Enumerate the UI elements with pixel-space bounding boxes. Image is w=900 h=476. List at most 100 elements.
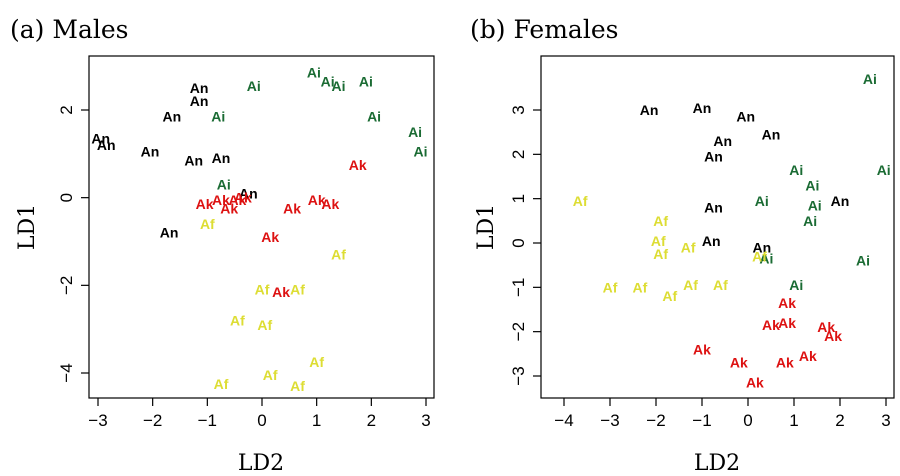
x-tick-label: 0 — [257, 411, 266, 430]
panel-females-ylabel: LD1 — [474, 204, 499, 250]
scatter-point-ai: Ai — [805, 177, 819, 193]
scatter-point-ai: Ai — [755, 193, 769, 209]
scatter-point-ai: Ai — [408, 124, 422, 140]
scatter-point-ak: Ak — [817, 319, 835, 335]
scatter-point-ak: Ak — [308, 192, 326, 208]
scatter-point-an: An — [704, 149, 723, 165]
scatter-point-ai: Ai — [307, 65, 321, 81]
y-tick-label: −2 — [57, 276, 76, 295]
scatter-point-ak: Ak — [196, 196, 214, 212]
scatter-point-an: An — [212, 150, 231, 166]
scatter-point-ai: Ai — [359, 74, 373, 90]
scatter-point-af: Af — [290, 378, 305, 394]
scatter-point-ai: Ai — [856, 253, 870, 269]
panel-females-ticks: −4 −3 −2 −1 0 1 2 3 −3 −2 −1 0 1 2 3 — [509, 105, 891, 430]
y-tick-label: −3 — [509, 366, 528, 385]
x-tick-label: −1 — [198, 411, 217, 430]
panel-females-title: (b) Females — [470, 15, 618, 44]
scatter-point-an: An — [762, 126, 781, 142]
scatter-point-ak: Ak — [693, 341, 711, 357]
scatter-point-af: Af — [633, 279, 648, 295]
y-tick-label: −1 — [509, 278, 528, 297]
scatter-point-ak: Ak — [272, 284, 290, 300]
scatter-point-af: Af — [309, 354, 324, 370]
scatter-point-an: An — [702, 233, 721, 249]
scatter-point-af: Af — [603, 279, 618, 295]
scatter-point-af: Af — [681, 239, 696, 255]
scatter-point-an: An — [713, 133, 732, 149]
x-tick-label: 2 — [367, 411, 376, 430]
scatter-point-an: An — [239, 185, 258, 201]
scatter-point-ai: Ai — [217, 177, 231, 193]
panel-males-xlabel: LD2 — [238, 451, 284, 476]
scatter-point-af: Af — [214, 376, 229, 392]
scatter-point-an: An — [91, 130, 110, 146]
scatter-point-an: An — [693, 100, 712, 116]
panel-males-ticks: −3 −2 −1 0 1 2 3 −4 −2 0 2 — [57, 105, 431, 430]
x-tick-label: 1 — [789, 411, 798, 430]
scatter-point-ak: Ak — [261, 229, 279, 245]
x-tick-label: −3 — [600, 411, 619, 430]
scatter-point-ai: Ai — [808, 197, 822, 213]
scatter-point-an: An — [162, 109, 181, 125]
scatter-point-an: An — [190, 93, 209, 109]
scatter-point-ai: Ai — [803, 213, 817, 229]
y-tick-label: −4 — [57, 363, 76, 382]
scatter-point-ai: Ai — [321, 74, 335, 90]
scatter-point-af: Af — [713, 277, 728, 293]
scatter-point-an: An — [184, 152, 203, 168]
scatter-point-af: Af — [257, 317, 272, 333]
scatter-point-af: Af — [662, 288, 677, 304]
scatter-point-an: An — [141, 144, 160, 160]
panel-males-plot-frame — [88, 55, 435, 399]
scatter-point-af: Af — [653, 213, 668, 229]
scatter-point-ak: Ak — [228, 192, 246, 208]
scatter-point-an: An — [97, 137, 116, 153]
scatter-point-af: Af — [230, 312, 245, 328]
scatter-point-af: Af — [255, 282, 270, 298]
y-tick-label: 1 — [509, 194, 528, 203]
scatter-point-af: Af — [290, 282, 305, 298]
x-tick-label: 3 — [881, 411, 890, 430]
scatter-point-ak: Ak — [762, 317, 780, 333]
scatter-point-an: An — [190, 80, 209, 96]
scatter-point-af: Af — [573, 193, 588, 209]
scatter-point-ak: Ak — [349, 157, 367, 173]
x-tick-label: 1 — [312, 411, 321, 430]
scatter-point-af: Af — [263, 367, 278, 383]
scatter-point-af: Af — [331, 247, 346, 263]
scatter-point-af: Af — [752, 248, 767, 264]
scatter-point-af: Af — [200, 216, 215, 232]
scatter-point-ak: Ak — [212, 192, 230, 208]
scatter-point-ak: Ak — [776, 355, 794, 371]
scatter-point-ak: Ak — [799, 348, 817, 364]
y-tick-label: 0 — [57, 193, 76, 202]
scatter-point-ai: Ai — [211, 109, 225, 125]
scatter-point-an: An — [736, 109, 755, 125]
panel-males: (a) Males LD2 LD1 −3 −2 −1 0 1 2 3−4−202 AnAnA… — [10, 15, 435, 476]
scatter-point-ak: Ak — [234, 190, 252, 206]
scatter-point-ai: Ai — [414, 144, 428, 160]
x-tick-label: 0 — [743, 411, 752, 430]
scatter-point-af: Af — [651, 233, 666, 249]
x-tick-label: −4 — [554, 411, 573, 430]
scatter-point-ak: Ak — [778, 295, 796, 311]
x-tick-label: 3 — [421, 411, 430, 430]
panel-males-title: (a) Males — [10, 15, 128, 44]
scatter-point-an: An — [704, 200, 723, 216]
x-tick-label: −2 — [646, 411, 665, 430]
y-tick-label: 0 — [509, 238, 528, 247]
x-tick-label: −3 — [88, 411, 107, 430]
scatter-point-ai: Ai — [789, 277, 803, 293]
scatter-point-ai: Ai — [247, 78, 261, 94]
y-tick-label: 3 — [509, 105, 528, 114]
scatter-point-ak: Ak — [824, 328, 842, 344]
scatter-point-ak: Ak — [746, 375, 764, 391]
panel-females-xlabel: LD2 — [694, 451, 740, 476]
scatter-point-ai: Ai — [759, 251, 773, 267]
scatter-point-an: An — [640, 102, 659, 118]
scatter-point-an: An — [831, 193, 850, 209]
scatter-point-ak: Ak — [778, 315, 796, 331]
